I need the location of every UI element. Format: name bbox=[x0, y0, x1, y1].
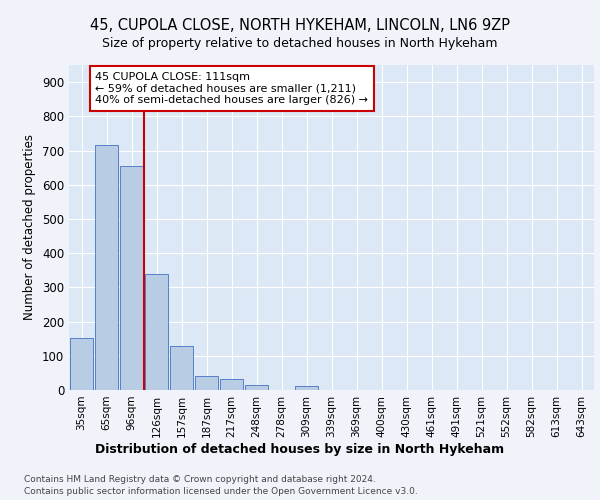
Text: Contains public sector information licensed under the Open Government Licence v3: Contains public sector information licen… bbox=[24, 488, 418, 496]
Bar bbox=[245, 385, 268, 390]
Bar bbox=[170, 346, 193, 390]
Text: 45 CUPOLA CLOSE: 111sqm
← 59% of detached houses are smaller (1,211)
40% of semi: 45 CUPOLA CLOSE: 111sqm ← 59% of detache… bbox=[95, 72, 368, 105]
Bar bbox=[95, 146, 118, 390]
Bar bbox=[295, 386, 319, 390]
Text: Distribution of detached houses by size in North Hykeham: Distribution of detached houses by size … bbox=[95, 442, 505, 456]
Text: 45, CUPOLA CLOSE, NORTH HYKEHAM, LINCOLN, LN6 9ZP: 45, CUPOLA CLOSE, NORTH HYKEHAM, LINCOLN… bbox=[90, 18, 510, 32]
Bar bbox=[119, 166, 143, 390]
Bar bbox=[220, 379, 244, 390]
Text: Contains HM Land Registry data © Crown copyright and database right 2024.: Contains HM Land Registry data © Crown c… bbox=[24, 475, 376, 484]
Text: Size of property relative to detached houses in North Hykeham: Size of property relative to detached ho… bbox=[102, 38, 498, 51]
Y-axis label: Number of detached properties: Number of detached properties bbox=[23, 134, 37, 320]
Bar bbox=[70, 338, 94, 390]
Bar bbox=[145, 274, 169, 390]
Bar bbox=[194, 376, 218, 390]
